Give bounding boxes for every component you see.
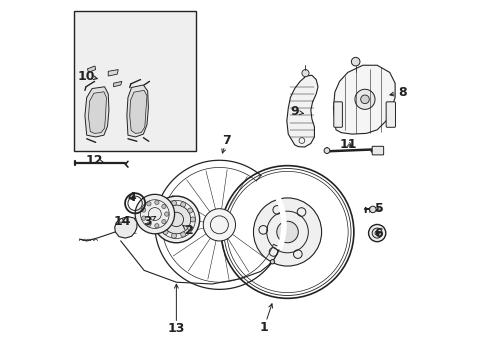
Polygon shape (88, 92, 106, 134)
Circle shape (190, 217, 195, 222)
Circle shape (142, 208, 145, 212)
Circle shape (171, 233, 176, 238)
Circle shape (135, 194, 174, 234)
Circle shape (368, 225, 385, 242)
Circle shape (187, 208, 192, 213)
Text: 14: 14 (114, 215, 131, 228)
Circle shape (187, 226, 192, 231)
Text: 9: 9 (290, 105, 298, 118)
Text: 7: 7 (222, 134, 230, 147)
Text: 11: 11 (339, 138, 357, 150)
Text: 10: 10 (78, 69, 95, 82)
Circle shape (146, 222, 151, 226)
Circle shape (162, 220, 166, 224)
Text: 1: 1 (259, 320, 268, 333)
Text: 2: 2 (184, 224, 193, 237)
Circle shape (324, 148, 329, 153)
Circle shape (164, 212, 168, 216)
Circle shape (162, 205, 190, 234)
Circle shape (253, 198, 321, 266)
Polygon shape (113, 81, 122, 87)
Circle shape (158, 222, 163, 226)
Circle shape (154, 200, 159, 204)
Circle shape (158, 212, 163, 217)
Polygon shape (333, 65, 394, 134)
Polygon shape (126, 85, 148, 137)
Text: 5: 5 (374, 202, 383, 215)
Circle shape (354, 89, 374, 109)
Circle shape (181, 232, 185, 237)
Polygon shape (108, 69, 118, 76)
Circle shape (163, 204, 168, 210)
Circle shape (301, 69, 308, 77)
Circle shape (153, 196, 199, 243)
FancyBboxPatch shape (333, 102, 342, 127)
Circle shape (351, 57, 359, 66)
Circle shape (360, 95, 368, 104)
Circle shape (163, 229, 168, 234)
Polygon shape (115, 217, 137, 238)
Circle shape (162, 204, 166, 208)
Polygon shape (85, 87, 109, 137)
Polygon shape (286, 75, 317, 147)
Circle shape (171, 201, 176, 206)
Text: 4: 4 (127, 192, 136, 204)
Circle shape (142, 216, 145, 220)
Polygon shape (87, 66, 96, 72)
Circle shape (270, 260, 274, 264)
Circle shape (371, 228, 382, 238)
Circle shape (374, 231, 379, 235)
Text: 3: 3 (143, 215, 152, 228)
Circle shape (369, 206, 375, 213)
Text: 13: 13 (167, 322, 184, 335)
Polygon shape (129, 90, 147, 134)
Circle shape (276, 221, 298, 243)
Text: 8: 8 (397, 86, 406, 99)
Bar (74, 12, 196, 151)
Circle shape (146, 202, 151, 206)
FancyBboxPatch shape (386, 102, 395, 127)
Circle shape (154, 224, 159, 228)
Circle shape (203, 209, 235, 241)
Text: 6: 6 (374, 227, 383, 240)
Circle shape (181, 202, 185, 207)
Text: 12: 12 (85, 154, 102, 167)
FancyBboxPatch shape (371, 146, 383, 155)
